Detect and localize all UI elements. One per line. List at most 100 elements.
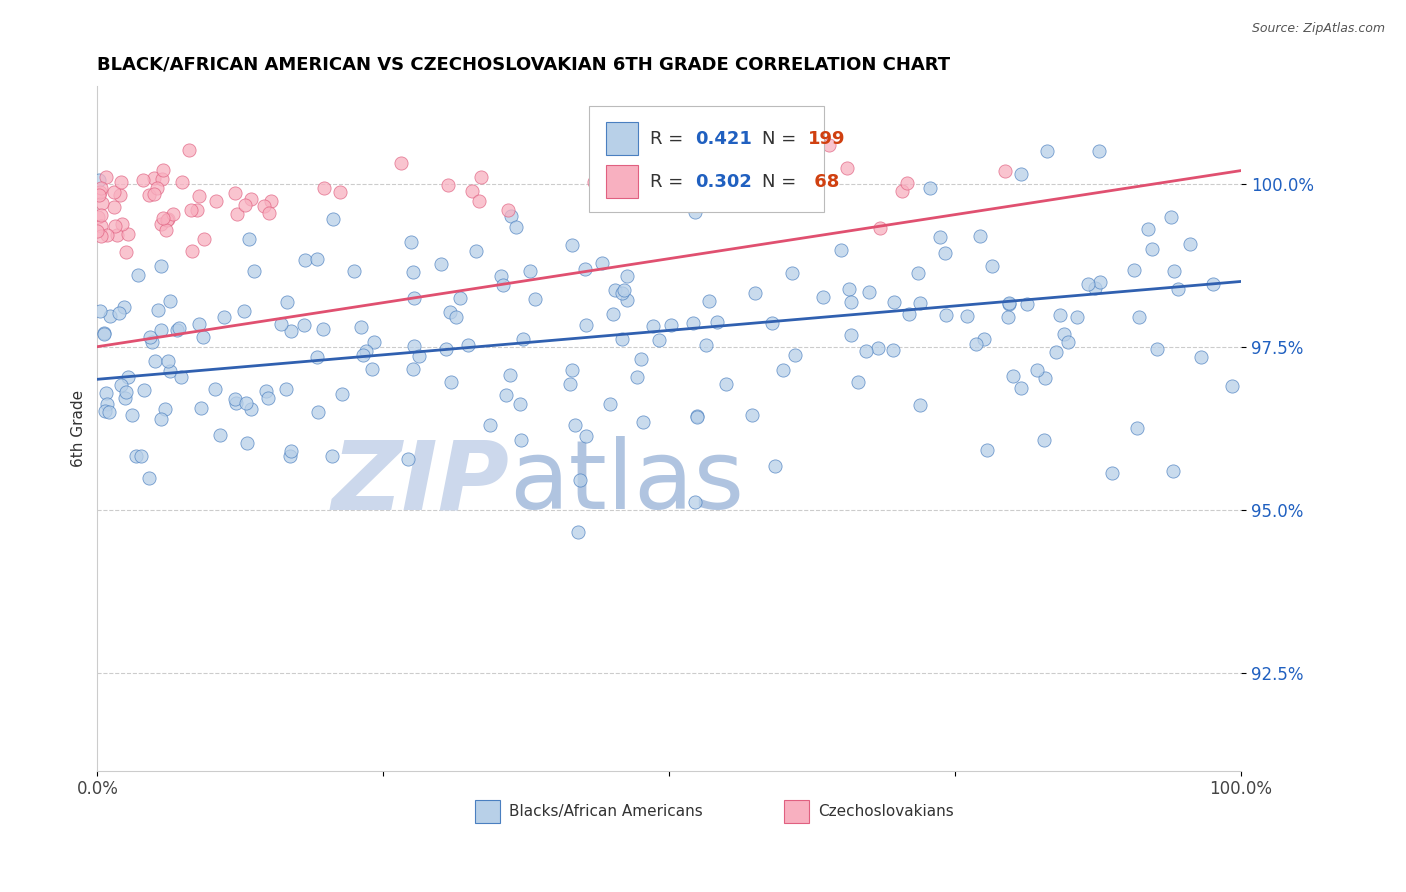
Bar bbox=[606, 165, 638, 198]
Point bbox=[1128, 310, 1150, 324]
Point bbox=[1201, 277, 1223, 292]
Point bbox=[1178, 236, 1201, 251]
Point bbox=[1146, 343, 1168, 357]
Point bbox=[575, 318, 598, 333]
Point bbox=[980, 259, 1002, 273]
Point bbox=[1010, 381, 1032, 395]
Point bbox=[235, 198, 257, 212]
Point bbox=[138, 188, 160, 202]
Point bbox=[153, 402, 176, 417]
Point bbox=[956, 310, 979, 324]
Point bbox=[190, 401, 212, 416]
Point bbox=[167, 321, 190, 335]
Point bbox=[243, 264, 266, 278]
Point bbox=[724, 141, 747, 155]
Point bbox=[170, 370, 193, 384]
Point bbox=[90, 219, 112, 233]
Text: N =: N = bbox=[762, 173, 801, 191]
Point bbox=[505, 219, 527, 234]
Point bbox=[1015, 297, 1038, 311]
Point bbox=[149, 217, 172, 231]
Point bbox=[94, 386, 117, 401]
Point bbox=[1077, 277, 1099, 291]
Point bbox=[321, 449, 343, 463]
Point bbox=[512, 332, 534, 346]
Point bbox=[446, 310, 468, 324]
Point bbox=[103, 201, 125, 215]
Point bbox=[1025, 363, 1047, 377]
Point bbox=[969, 229, 991, 244]
Point bbox=[363, 334, 385, 349]
Point bbox=[783, 348, 806, 362]
Point bbox=[714, 377, 737, 392]
Point bbox=[110, 175, 132, 189]
Point bbox=[342, 264, 364, 278]
Point bbox=[238, 232, 260, 246]
Point bbox=[389, 156, 412, 170]
Point bbox=[479, 418, 502, 433]
Point bbox=[523, 292, 546, 306]
Point bbox=[93, 403, 115, 417]
Point bbox=[437, 178, 460, 192]
Point bbox=[127, 268, 149, 283]
Point bbox=[146, 303, 169, 318]
Point bbox=[492, 277, 515, 292]
Point bbox=[468, 194, 491, 208]
Point bbox=[240, 401, 263, 416]
Point bbox=[1066, 310, 1088, 325]
Point bbox=[329, 186, 352, 200]
Point bbox=[191, 330, 214, 344]
Point bbox=[408, 349, 430, 363]
Point bbox=[143, 186, 166, 201]
Point bbox=[193, 232, 215, 246]
Point bbox=[141, 335, 163, 350]
Point bbox=[609, 163, 631, 178]
Point bbox=[98, 405, 121, 419]
Point bbox=[257, 206, 280, 220]
Point bbox=[558, 376, 581, 391]
Point bbox=[1045, 344, 1067, 359]
Point bbox=[186, 202, 208, 217]
Text: atlas: atlas bbox=[509, 436, 744, 530]
Point bbox=[838, 282, 860, 296]
Text: Blacks/African Americans: Blacks/African Americans bbox=[509, 805, 703, 819]
Point bbox=[1053, 327, 1076, 342]
Bar bbox=[783, 800, 808, 823]
Point bbox=[652, 161, 675, 175]
Point bbox=[567, 524, 589, 539]
Point bbox=[159, 294, 181, 309]
Point bbox=[519, 263, 541, 277]
Point bbox=[449, 292, 471, 306]
Point bbox=[108, 306, 131, 320]
Point bbox=[1142, 242, 1164, 256]
Point bbox=[149, 260, 172, 274]
Point bbox=[599, 397, 621, 411]
Point bbox=[121, 408, 143, 422]
Point bbox=[509, 433, 531, 447]
Point bbox=[89, 303, 111, 318]
Point bbox=[1033, 370, 1056, 384]
Point bbox=[93, 326, 115, 341]
Text: Czechoslovakians: Czechoslovakians bbox=[818, 805, 953, 819]
Point bbox=[156, 213, 179, 227]
Point bbox=[205, 194, 228, 208]
Point bbox=[112, 300, 135, 314]
Point bbox=[152, 211, 174, 226]
Point bbox=[150, 171, 173, 186]
Point bbox=[612, 332, 634, 346]
Text: N =: N = bbox=[762, 129, 801, 147]
Point bbox=[633, 415, 655, 429]
Point bbox=[86, 224, 108, 238]
Point bbox=[782, 266, 804, 280]
Point bbox=[830, 243, 852, 257]
Point bbox=[129, 450, 152, 464]
Point bbox=[436, 342, 458, 356]
Point bbox=[149, 323, 172, 337]
Text: ZIP: ZIP bbox=[332, 436, 509, 530]
Point bbox=[882, 343, 904, 357]
Point bbox=[278, 449, 301, 463]
Point bbox=[630, 351, 652, 366]
Point bbox=[146, 180, 169, 194]
Point bbox=[224, 186, 246, 200]
Point bbox=[312, 322, 335, 336]
